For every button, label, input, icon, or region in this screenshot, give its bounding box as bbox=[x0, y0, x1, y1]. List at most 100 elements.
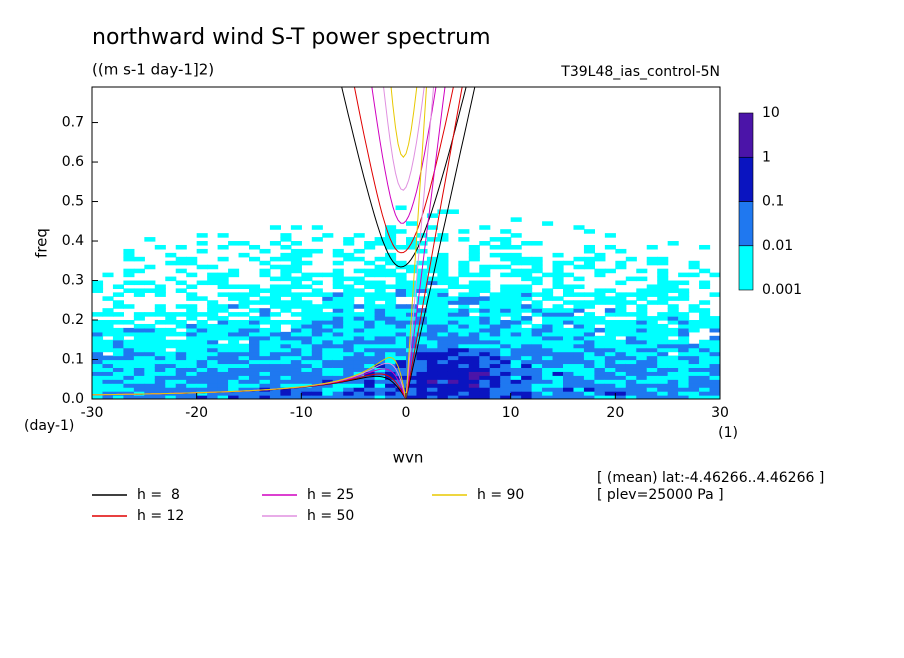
field-cell bbox=[269, 264, 281, 270]
field-cell bbox=[395, 343, 407, 349]
field-cell bbox=[479, 359, 491, 365]
field-cell bbox=[353, 351, 365, 357]
field-cell bbox=[102, 296, 114, 301]
field-cell bbox=[364, 335, 376, 341]
field-cell bbox=[468, 252, 480, 258]
field-cell bbox=[489, 264, 501, 270]
field-cell bbox=[395, 323, 407, 329]
field-cell bbox=[563, 355, 575, 361]
field-cell bbox=[699, 387, 711, 392]
field-cell bbox=[458, 272, 470, 278]
field-cell bbox=[625, 343, 637, 349]
field-cell bbox=[636, 359, 648, 365]
x-tick-label: 0 bbox=[402, 405, 411, 421]
field-cell bbox=[154, 292, 166, 297]
field-cell bbox=[123, 339, 135, 345]
field-cell bbox=[102, 387, 114, 392]
field-cell bbox=[165, 331, 177, 337]
field-cell bbox=[374, 288, 386, 293]
field-cell bbox=[552, 391, 564, 396]
field-cell bbox=[688, 379, 700, 384]
field-cell bbox=[332, 339, 344, 345]
field-cell bbox=[207, 395, 219, 399]
field-cell bbox=[426, 300, 438, 305]
field-cell bbox=[552, 264, 564, 270]
field-cell bbox=[92, 280, 104, 286]
field-cell bbox=[196, 367, 208, 372]
field-cell bbox=[437, 237, 449, 242]
field-cell bbox=[332, 272, 344, 278]
field-cell bbox=[196, 280, 208, 286]
field-cell bbox=[594, 272, 606, 278]
field-cell bbox=[175, 320, 187, 325]
field-cell bbox=[385, 225, 397, 230]
field-cell bbox=[615, 339, 627, 345]
field-cell bbox=[123, 363, 135, 369]
field-cell bbox=[259, 260, 271, 266]
field-cell bbox=[133, 367, 145, 372]
y-unit: (day-1) bbox=[24, 418, 74, 434]
field-cell bbox=[343, 304, 355, 309]
field-cell bbox=[322, 339, 334, 345]
field-cell bbox=[667, 284, 679, 290]
field-cell bbox=[353, 331, 365, 337]
field-cell bbox=[416, 296, 428, 301]
field-cell bbox=[280, 359, 292, 365]
field-cell bbox=[646, 347, 658, 353]
field-cell bbox=[573, 276, 585, 282]
field-cell bbox=[468, 359, 480, 365]
field-cell bbox=[573, 363, 585, 369]
field-cell bbox=[573, 351, 585, 357]
field-cell bbox=[228, 268, 240, 274]
field-cell bbox=[531, 387, 543, 392]
field-cell bbox=[594, 391, 606, 396]
field-cell bbox=[186, 387, 198, 392]
field-cell bbox=[343, 363, 355, 369]
field-cell bbox=[228, 304, 240, 309]
field-cell bbox=[92, 284, 104, 290]
field-cell bbox=[447, 296, 459, 301]
field-cell bbox=[112, 391, 124, 396]
field-cell bbox=[154, 308, 166, 313]
field-cell bbox=[604, 296, 616, 301]
field-cell bbox=[133, 327, 145, 333]
field-cell bbox=[563, 375, 575, 380]
field-cell bbox=[133, 312, 145, 317]
field-cell bbox=[552, 351, 564, 357]
field-cell bbox=[343, 276, 355, 282]
field-cell bbox=[332, 335, 344, 341]
field-cell bbox=[249, 363, 261, 369]
field-cell bbox=[186, 272, 198, 278]
field-cell bbox=[395, 359, 407, 365]
field-cell bbox=[573, 264, 585, 270]
field-cell bbox=[322, 391, 334, 396]
field-cell bbox=[395, 339, 407, 345]
field-cell bbox=[102, 383, 114, 388]
field-cell bbox=[552, 383, 564, 388]
field-cell bbox=[699, 391, 711, 396]
field-cell bbox=[468, 288, 480, 293]
field-cell bbox=[709, 335, 720, 341]
field-cell bbox=[458, 367, 470, 372]
field-cell bbox=[426, 383, 438, 388]
field-cell bbox=[521, 391, 533, 396]
field-cell bbox=[311, 367, 323, 372]
field-cell bbox=[542, 387, 554, 392]
field-cell bbox=[364, 331, 376, 337]
field-cell bbox=[353, 367, 365, 372]
field-cell bbox=[249, 367, 261, 372]
y-tick-label: 0.7 bbox=[62, 115, 84, 131]
field-cell bbox=[594, 296, 606, 301]
field-cell bbox=[280, 339, 292, 345]
field-cell bbox=[573, 300, 585, 305]
field-cell bbox=[290, 379, 302, 384]
field-cell bbox=[489, 351, 501, 357]
field-cell bbox=[186, 323, 198, 329]
field-cell bbox=[186, 351, 198, 357]
field-cell bbox=[395, 363, 407, 369]
field-cell bbox=[186, 343, 198, 349]
field-cell bbox=[374, 316, 386, 321]
field-cell bbox=[583, 312, 595, 317]
field-cell bbox=[426, 347, 438, 353]
field-cell bbox=[207, 343, 219, 349]
